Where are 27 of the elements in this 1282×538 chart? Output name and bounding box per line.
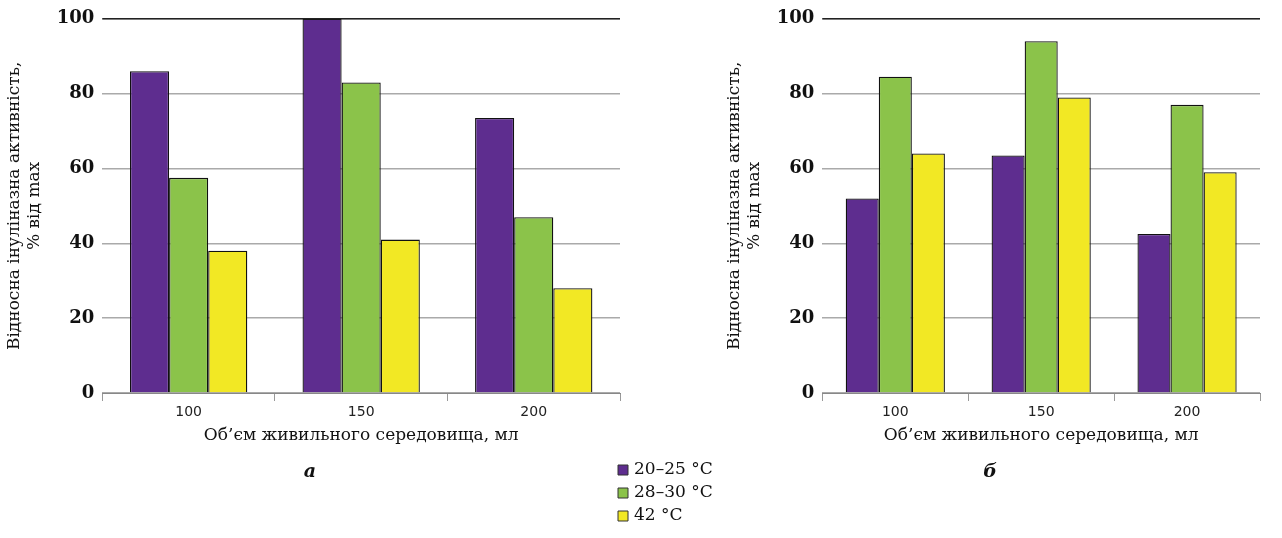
y-tick-label: 20 [789, 305, 815, 327]
x-tick-label: 200 [520, 403, 548, 420]
y-tick-label: 20 [69, 305, 95, 327]
y-tick-label: 60 [789, 156, 815, 178]
y-axis-title: Відносна інуліназна активність, % від max [2, 61, 44, 351]
x-tick-label: 100 [881, 403, 909, 420]
y-tick-label: 60 [69, 156, 95, 178]
y-tick-label: 40 [69, 230, 95, 252]
y-tick-label: 0 [81, 380, 95, 402]
y-tick-label: 0 [801, 380, 815, 402]
legend-label: 20–25 °C [634, 458, 713, 479]
y-tick-label: 80 [789, 81, 815, 103]
text: б [983, 458, 998, 481]
y-tick-label: 100 [56, 6, 95, 28]
y-tick-label: 80 [69, 81, 95, 103]
x-tick-label: 100 [175, 403, 203, 420]
legend-label: 42 °C [634, 504, 683, 525]
x-axis-title: Об’єм живильного середовища, мл [883, 424, 1199, 445]
legend-label: 28–30 °C [634, 481, 713, 502]
y-tick-label: 40 [789, 230, 815, 252]
y-axis-title: Відносна інуліназна активність, % від max [722, 61, 764, 351]
y-tick-label: 100 [776, 6, 815, 28]
x-tick-label: 200 [1173, 403, 1201, 420]
x-tick-label: 150 [347, 403, 375, 420]
x-axis-title: Об’єм живильного середовища, мл [203, 424, 519, 445]
text: а [303, 458, 317, 481]
x-tick-label: 150 [1027, 403, 1055, 420]
